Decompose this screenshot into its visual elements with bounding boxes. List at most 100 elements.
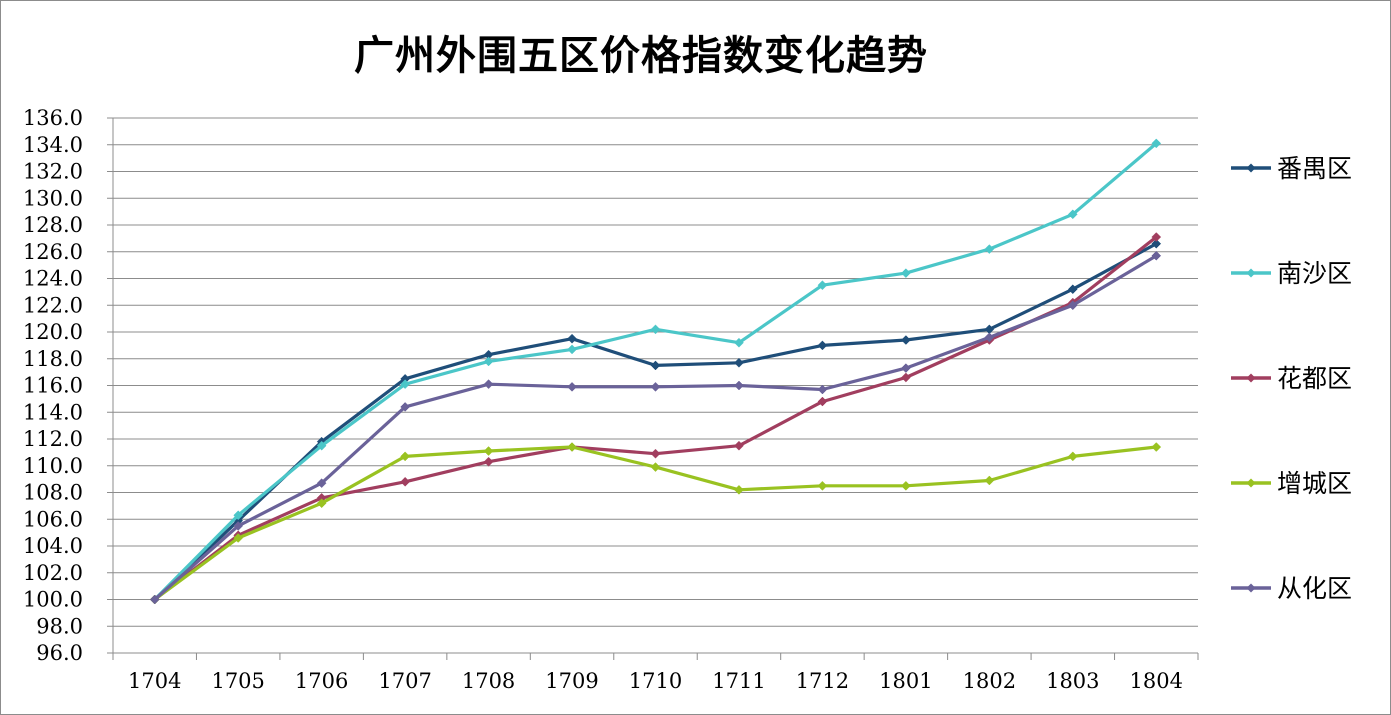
legend-marker [1246, 583, 1256, 593]
data-point [901, 363, 911, 373]
y-tick-label: 114.0 [23, 400, 83, 424]
legend-marker [1246, 478, 1256, 488]
data-point [984, 475, 995, 486]
x-tick-label: 1706 [295, 669, 348, 693]
data-point [734, 357, 744, 368]
data-point [1067, 451, 1078, 462]
legend-marker [1246, 373, 1256, 383]
data-point [817, 280, 828, 291]
data-point [984, 244, 995, 254]
data-point [400, 451, 410, 462]
legend-marker [1246, 163, 1256, 173]
y-tick-label: 112.0 [23, 427, 83, 451]
data-point [901, 480, 911, 491]
data-point [1151, 138, 1162, 149]
data-point [1067, 284, 1078, 295]
data-point [1151, 238, 1162, 249]
data-point [233, 521, 244, 531]
data-point [233, 510, 244, 521]
data-point [400, 476, 410, 487]
data-point [650, 360, 661, 371]
chart-title: 广州外围五区价格指数变化趋势 [354, 33, 928, 79]
x-tick-label: 1704 [128, 669, 181, 693]
data-point [817, 396, 828, 407]
data-point [1151, 250, 1162, 261]
y-tick-label: 120.0 [23, 320, 83, 344]
y-tick-label: 116.0 [23, 374, 83, 398]
legend-item: 南沙区 [1231, 259, 1352, 288]
y-tick-label: 104.0 [23, 534, 83, 558]
y-tick-label: 136.0 [23, 106, 83, 130]
data-point [1151, 442, 1162, 452]
data-point [901, 268, 911, 279]
y-tick-label: 110.0 [23, 454, 83, 478]
legend-item: 番禺区 [1231, 154, 1352, 183]
data-point [734, 380, 744, 391]
x-tick-label: 1707 [378, 669, 431, 693]
y-tick-label: 126.0 [23, 240, 83, 264]
data-point [316, 498, 327, 509]
series-4 [149, 442, 1162, 605]
data-point [901, 335, 911, 345]
x-tick-label: 1711 [712, 669, 765, 693]
data-point [817, 340, 828, 351]
data-point [650, 448, 661, 459]
series-line [153, 141, 1158, 602]
series-2 [149, 138, 1162, 605]
legend-item: 增城区 [1231, 469, 1352, 498]
legend-label: 从化区 [1277, 574, 1352, 603]
data-point [817, 384, 828, 395]
data-point [734, 484, 744, 495]
y-tick-label: 134.0 [23, 133, 83, 157]
x-tick-label: 1709 [545, 669, 598, 693]
data-point [567, 344, 577, 355]
series-line [153, 235, 1158, 602]
data-point [1067, 209, 1078, 220]
data-point [483, 356, 494, 367]
data-point [1151, 232, 1162, 242]
data-point [1067, 300, 1078, 311]
data-point [400, 402, 410, 412]
x-tick-label: 1802 [963, 669, 1016, 693]
y-tick-label: 96.0 [36, 641, 83, 665]
legend-marker [1246, 268, 1256, 278]
y-tick-label: 122.0 [23, 293, 83, 317]
data-point [316, 478, 327, 488]
y-tick-label: 106.0 [23, 507, 83, 531]
x-tick-label: 1801 [879, 669, 932, 693]
y-tick-label: 102.0 [23, 561, 83, 585]
data-point [817, 480, 828, 491]
x-tick-label: 1712 [796, 669, 849, 693]
legend-label: 增城区 [1277, 469, 1352, 498]
x-tick-label: 1708 [462, 669, 515, 693]
data-point [149, 594, 160, 605]
x-tick-label: 1804 [1130, 669, 1183, 693]
series-1 [149, 238, 1162, 605]
series-line [153, 254, 1158, 602]
data-point [567, 333, 577, 344]
y-tick-label: 98.0 [36, 614, 83, 638]
y-tick-label: 124.0 [23, 267, 83, 291]
data-point [650, 381, 661, 392]
data-point [233, 533, 244, 543]
data-point [984, 332, 995, 343]
data-point [316, 440, 327, 451]
x-tick-label: 1803 [1046, 669, 1099, 693]
y-tick-label: 118.0 [23, 347, 83, 371]
data-point [567, 442, 577, 452]
legend-label: 番禺区 [1277, 154, 1352, 183]
y-tick-label: 132.0 [23, 160, 83, 184]
data-point [734, 440, 744, 451]
x-tick-label: 1710 [629, 669, 682, 693]
data-point [650, 462, 661, 472]
data-point [901, 372, 911, 383]
data-point [734, 337, 744, 348]
legend-label: 南沙区 [1277, 259, 1352, 288]
data-point [650, 324, 661, 335]
series-5 [149, 250, 1162, 605]
data-point [483, 379, 494, 390]
